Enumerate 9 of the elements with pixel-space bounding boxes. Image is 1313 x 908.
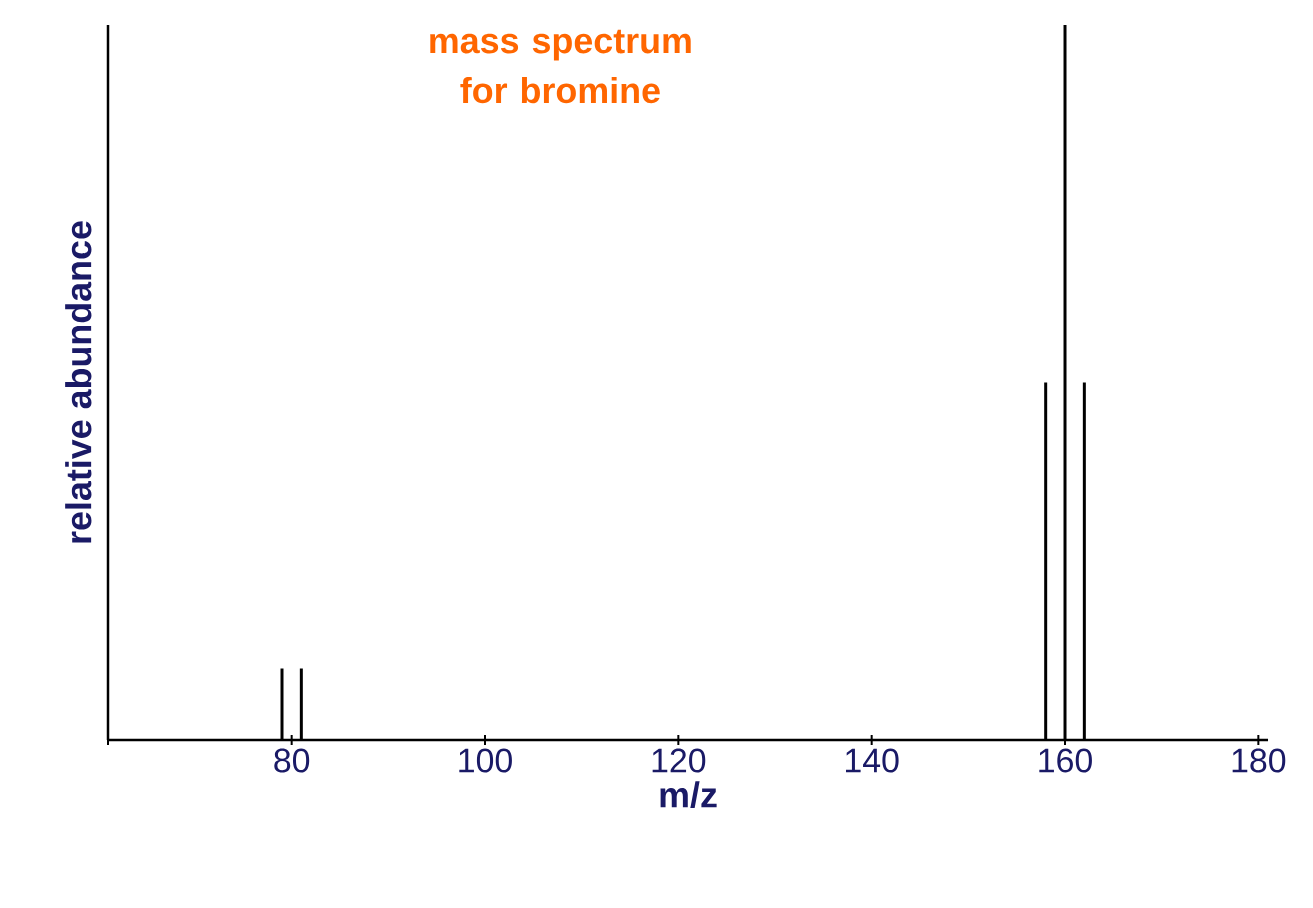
- x-tick-label: 180: [1232, 748, 1286, 773]
- x-tick-label: 140: [846, 748, 899, 773]
- x-tick-label: 100: [459, 748, 512, 773]
- y-axis-title: relative abundance: [65, 221, 92, 543]
- x-tick-label: 120: [652, 748, 706, 773]
- text: mass spectrum for bromine: [430, 29, 691, 104]
- x-tick-label: 80: [274, 748, 310, 773]
- x-axis-title: m/z: [660, 781, 717, 809]
- x-tick-label: 160: [1039, 748, 1092, 773]
